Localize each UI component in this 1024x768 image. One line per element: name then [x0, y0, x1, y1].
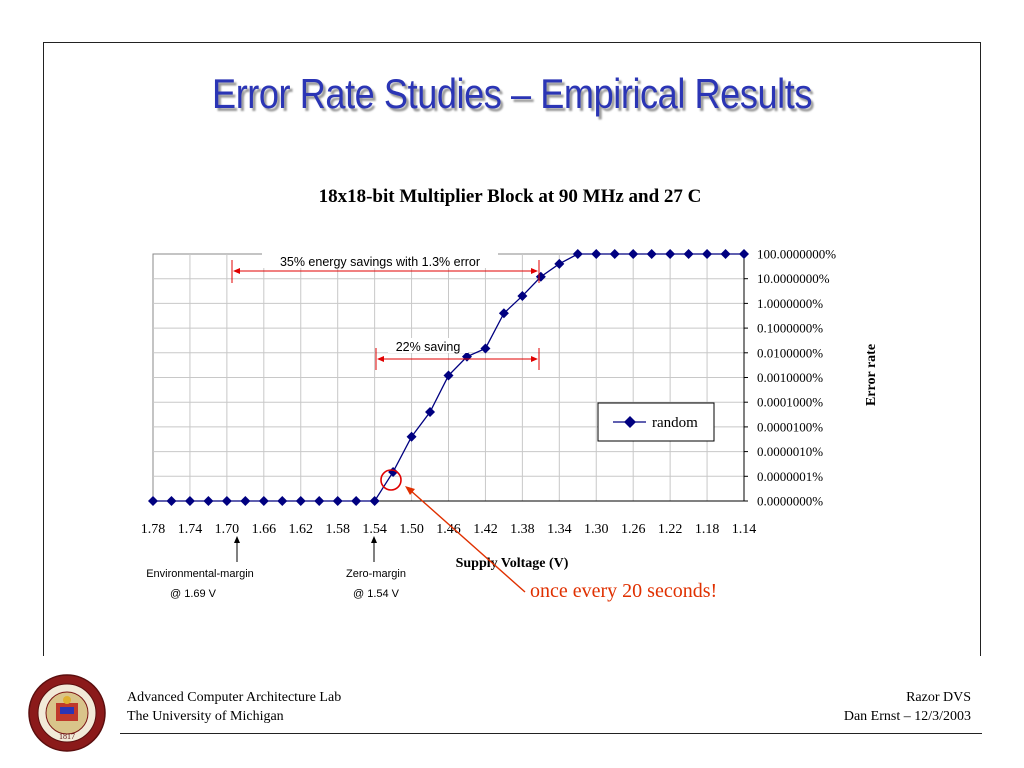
gridlines: [153, 254, 744, 501]
environmental-margin-marker: Environmental-margin @ 1.69 V: [146, 536, 254, 600]
data-point-marker: [498, 308, 509, 319]
data-point-marker: [739, 249, 749, 259]
x-tick-label: 1.26: [621, 522, 646, 537]
data-point-marker: [203, 496, 214, 506]
y-tick-label: 10.0000000%: [757, 271, 830, 286]
chart-title: 18x18-bit Multiplier Block at 90 MHz and…: [319, 186, 702, 207]
x-tick-label: 1.34: [547, 522, 572, 537]
y-tick-label: 1.0000000%: [757, 296, 823, 311]
x-tick-label: 1.46: [436, 522, 461, 537]
x-tick-label: 1.50: [399, 522, 424, 537]
data-point-marker: [480, 343, 491, 354]
data-point-marker: [554, 258, 565, 269]
data-point-marker: [646, 249, 657, 259]
data-point-marker: [665, 249, 676, 259]
x-tick-label: 1.42: [473, 522, 498, 537]
y-tick-label: 0.0000000%: [757, 494, 823, 509]
footer-author-date: Dan Ernst – 12/3/2003: [843, 709, 971, 724]
university-seal-logo: 1817: [28, 674, 106, 752]
data-point-marker: [702, 249, 713, 259]
y-tick-label: 0.1000000%: [757, 321, 823, 336]
x-tick-label: 1.18: [695, 522, 720, 537]
x-tick-label: 1.74: [178, 522, 203, 537]
data-point-marker: [369, 496, 380, 506]
slide-frame: [43, 42, 981, 656]
data-point-marker: [314, 496, 325, 506]
x-tick-label: 1.66: [252, 522, 277, 537]
x-tick-label: 1.70: [215, 522, 240, 537]
data-point-marker: [628, 249, 639, 259]
energy-savings-label: 35% energy savings with 1.3% error: [280, 255, 480, 269]
saving-annotation: 22% saving: [375, 338, 540, 370]
x-tick-label: 1.30: [584, 522, 609, 537]
x-tick-label: 1.58: [325, 522, 350, 537]
footer-project: Razor DVS: [906, 690, 971, 705]
y-tick-label: 0.0000010%: [757, 444, 823, 459]
data-point-marker: [609, 249, 620, 259]
legend-entry-random: random: [652, 415, 698, 431]
data-point-marker: [591, 249, 602, 259]
y-tick-label: 0.0010000%: [757, 370, 823, 385]
x-tick-label: 1.22: [658, 522, 683, 537]
data-point-marker: [166, 496, 177, 506]
env-margin-line1: Environmental-margin: [146, 568, 254, 580]
zero-margin-line1: Zero-margin: [346, 568, 406, 580]
saving-label: 22% saving: [396, 340, 461, 354]
callout-label: once every 20 seconds!: [530, 580, 717, 602]
data-point-marker: [277, 496, 288, 506]
data-point-marker: [683, 249, 694, 259]
data-point-marker: [221, 496, 232, 506]
data-point-marker: [295, 496, 306, 506]
data-point-marker: [406, 431, 417, 442]
legend: random: [597, 402, 715, 442]
data-point-marker: [148, 496, 158, 506]
zero-margin-marker: Zero-margin @ 1.54 V: [346, 536, 406, 600]
data-point-marker: [332, 496, 343, 506]
y-tick-label: 0.0001000%: [757, 395, 823, 410]
y-tick-label: 0.0000001%: [757, 469, 823, 484]
x-tick-label: 1.14: [732, 522, 757, 537]
data-point-marker: [184, 496, 195, 506]
callout-circle: [380, 469, 402, 491]
data-point-marker: [517, 290, 528, 301]
footer-university: The University of Michigan: [127, 709, 284, 724]
x-axis-ticks: 1.78 1.74 1.70 1.66 1.62 1.58 1.54 1.50 1.46 1.42…: [141, 522, 757, 537]
svg-text:1817: 1817: [59, 732, 75, 741]
y-tick-label: 100.0000000%: [757, 247, 836, 262]
y-axis-ticks: 100.0000000% 10.0000000% 1.0000000% 0.10000…: [744, 247, 836, 509]
y-axis-label: Error rate: [864, 344, 879, 406]
zero-margin-line2: @ 1.54 V: [353, 588, 400, 600]
x-tick-label: 1.62: [289, 522, 314, 537]
footer-right: Razor DVS Dan Ernst – 12/3/2003: [844, 688, 971, 726]
data-point-marker: [720, 249, 731, 259]
env-margin-line2: @ 1.69 V: [170, 588, 217, 600]
legend-marker: [624, 416, 636, 428]
data-point-marker: [535, 271, 546, 282]
y-tick-label: 0.0000100%: [757, 419, 823, 434]
x-axis-label: Supply Voltage (V): [456, 556, 569, 571]
footer-divider: [120, 733, 982, 734]
x-tick-label: 1.54: [362, 522, 387, 537]
y-tick-label: 0.0100000%: [757, 345, 823, 360]
x-tick-label: 1.38: [510, 522, 535, 537]
data-point-marker: [240, 496, 251, 506]
footer-lab-name: Advanced Computer Architecture Lab: [127, 690, 342, 705]
footer-left: Advanced Computer Architecture Lab The U…: [127, 688, 341, 726]
energy-savings-annotation: 35% energy savings with 1.3% error: [231, 253, 540, 283]
series-markers-random: [148, 249, 749, 506]
data-point-marker: [572, 249, 583, 259]
data-point-marker: [258, 496, 269, 506]
x-tick-label: 1.78: [141, 522, 166, 537]
data-point-marker: [425, 407, 436, 418]
callout-annotation: once every 20 seconds!: [380, 469, 717, 602]
data-point-marker: [443, 370, 454, 381]
slide-title: Error Rate Studies – Empirical Results: [212, 70, 812, 117]
data-point-marker: [351, 496, 362, 506]
